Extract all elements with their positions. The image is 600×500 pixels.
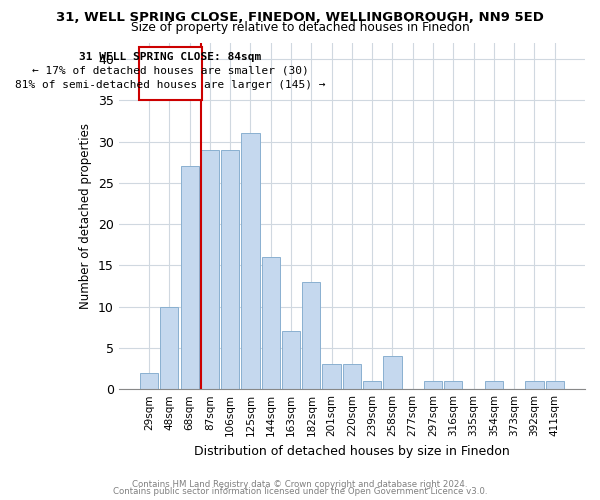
- Bar: [322, 364, 341, 389]
- Bar: [201, 150, 219, 389]
- Text: 81% of semi-detached houses are larger (145) →: 81% of semi-detached houses are larger (…: [15, 80, 326, 90]
- Bar: [302, 282, 320, 389]
- Bar: [444, 381, 463, 389]
- Bar: [383, 356, 401, 389]
- Bar: [160, 306, 178, 389]
- FancyBboxPatch shape: [139, 46, 202, 100]
- Y-axis label: Number of detached properties: Number of detached properties: [79, 123, 92, 309]
- Bar: [525, 381, 544, 389]
- Bar: [282, 332, 300, 389]
- Text: Contains HM Land Registry data © Crown copyright and database right 2024.: Contains HM Land Registry data © Crown c…: [132, 480, 468, 489]
- Text: ← 17% of detached houses are smaller (30): ← 17% of detached houses are smaller (30…: [32, 66, 309, 76]
- Bar: [140, 372, 158, 389]
- Text: Contains public sector information licensed under the Open Government Licence v3: Contains public sector information licen…: [113, 487, 487, 496]
- Bar: [485, 381, 503, 389]
- Text: Size of property relative to detached houses in Finedon: Size of property relative to detached ho…: [131, 21, 469, 34]
- Bar: [424, 381, 442, 389]
- Bar: [262, 257, 280, 389]
- Bar: [545, 381, 564, 389]
- Text: 31, WELL SPRING CLOSE, FINEDON, WELLINGBOROUGH, NN9 5ED: 31, WELL SPRING CLOSE, FINEDON, WELLINGB…: [56, 11, 544, 24]
- Bar: [221, 150, 239, 389]
- Bar: [363, 381, 381, 389]
- Bar: [241, 134, 260, 389]
- Text: 31 WELL SPRING CLOSE: 84sqm: 31 WELL SPRING CLOSE: 84sqm: [79, 52, 262, 62]
- Bar: [343, 364, 361, 389]
- Bar: [181, 166, 199, 389]
- X-axis label: Distribution of detached houses by size in Finedon: Distribution of detached houses by size …: [194, 444, 510, 458]
